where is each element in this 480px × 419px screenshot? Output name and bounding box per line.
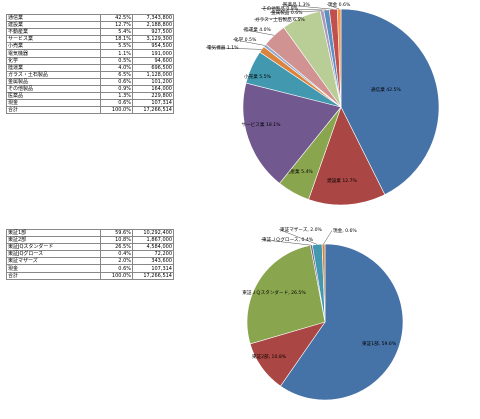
slice-label: 東証2部, 10.8%	[252, 353, 287, 360]
table-row: 東証1部 59.6% 10,292,400	[6, 228, 174, 238]
slice-label: 現金, 0.6%	[333, 227, 357, 234]
slice-label: 現金 0.6%	[328, 1, 351, 8]
slice-label: 化学 0.5%	[234, 36, 257, 43]
leader-line	[323, 230, 333, 245]
leader-line	[232, 39, 265, 46]
slice-label: 電気機器 1.1%	[207, 44, 239, 51]
leader-line	[278, 229, 318, 245]
table-row: ガラス・土石製品 6.5% 1,128,000	[6, 70, 174, 79]
table-total-row: 合計 100.0% 17,266,514	[6, 106, 174, 115]
slice-label: 東証ＪＱグロース, 0.4%	[262, 236, 314, 243]
cell-value: 4,584,000	[132, 243, 174, 252]
holdings-by-sector-table: 通信業 42.5% 7,343,800 建設業 12.7% 2,188,800 不動産業 5.…	[6, 13, 174, 115]
leader-line	[326, 4, 340, 10]
table-row: 東証JQスタンダード 26.5% 4,584,000	[6, 243, 174, 252]
slice-label: サービス業 18.1%	[241, 121, 281, 128]
slice-label: その他製品 0.9%	[262, 5, 299, 12]
leader-line	[260, 8, 327, 11]
pie-slice	[246, 245, 326, 345]
slice-label: 東証1部, 59.6%	[362, 340, 397, 347]
leader-line	[205, 47, 262, 50]
slice-label: 不動産業 5.4%	[281, 168, 313, 175]
cell-value: 17,266,514	[132, 271, 174, 280]
table-row: 建設業 12.7% 2,188,800	[6, 21, 174, 30]
table-total-row: 合計 100.0% 17,266,514	[6, 271, 174, 280]
leader-line	[281, 4, 334, 10]
slice-label: ガラス・土石製品 6.5%	[255, 16, 305, 23]
slice-label: 陸運業 4.0%	[244, 26, 272, 33]
cell-value: 17,266,514	[132, 106, 174, 115]
table-row: 東証2部 10.8% 1,867,000	[6, 236, 174, 245]
pie-slice	[321, 243, 326, 323]
slice-label: 通信業 42.5%	[371, 86, 401, 93]
cell-value: 2,188,800	[132, 21, 174, 30]
pie-slice	[242, 82, 342, 184]
leader-line	[242, 29, 275, 36]
table-row: 通信業 42.5% 7,343,800	[6, 13, 174, 23]
pie-slice	[280, 243, 404, 401]
pie-slice	[340, 8, 440, 196]
leader-line	[260, 239, 312, 246]
slice-label: 東証ＪＱスタンダード, 26.5%	[242, 289, 306, 296]
slice-label: 建設業 12.7%	[327, 177, 357, 184]
slice-label: 金属製品 0.6%	[271, 9, 303, 16]
leader-line	[253, 17, 302, 20]
cell-value: 10,292,400	[132, 228, 174, 238]
pie-slice	[308, 106, 386, 206]
cell-value: 1,867,000	[132, 236, 174, 245]
leader-line	[269, 10, 322, 13]
slice-label: 医薬品 1.3%	[283, 1, 311, 8]
cell-value: 7,343,800	[132, 13, 174, 23]
pie-chart-1: 通信業 42.5% 建設業 12.7% 不動産業 5.4% サービス業 18.1% 小売…	[205, 1, 440, 206]
slice-label: 東証マザーズ, 2.0%	[280, 226, 323, 233]
pie-chart-2: 東証1部, 59.6% 東証2部, 10.8% 東証ＪＱスタンダード, 26.5% 東…	[242, 226, 404, 401]
holdings-by-market-table: 東証1部 59.6% 10,292,400 東証2部 10.8% 1,867,000 東証J…	[6, 228, 174, 280]
slice-label: 小売業 5.5%	[244, 73, 272, 80]
